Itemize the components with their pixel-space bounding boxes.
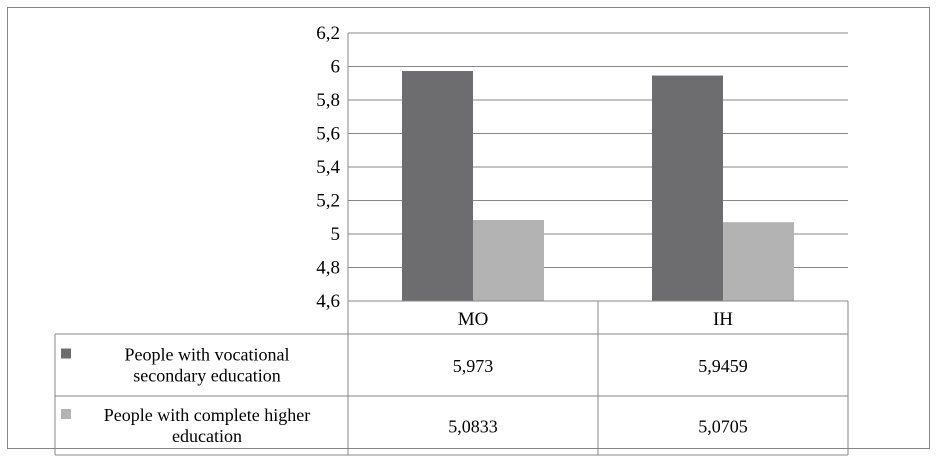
y-tick-label: 5	[331, 224, 341, 245]
y-tick-label: 5,2	[316, 191, 340, 212]
y-tick-label: 5,8	[316, 90, 340, 111]
legend-key-series-2	[61, 409, 71, 419]
y-tick-label: 4,6	[316, 291, 340, 312]
legend-key-series-1	[61, 348, 71, 359]
series-name-label: education	[172, 426, 242, 446]
bar-mo-series-2	[473, 220, 544, 301]
y-tick-label: 5,6	[316, 124, 340, 145]
x-category-label: MO	[458, 309, 489, 330]
series-name-label: People with vocational	[125, 345, 290, 365]
series-name-label: People with complete higher	[104, 405, 310, 425]
table-value-mo: 5,0833	[448, 417, 498, 437]
bar-ih-series-2	[723, 222, 794, 301]
y-tick-label: 5,4	[316, 157, 340, 178]
y-tick-label: 6,2	[316, 23, 340, 44]
bar-ih-series-1	[652, 75, 723, 301]
table-value-ih: 5,0705	[698, 417, 748, 437]
table-value-ih: 5,9459	[698, 356, 748, 376]
x-category-label: IH	[713, 309, 733, 330]
y-tick-label: 6	[331, 57, 341, 78]
series-name-label: secondary education	[133, 366, 280, 386]
bar-mo-series-1	[402, 71, 473, 302]
table-value-mo: 5,973	[453, 356, 494, 376]
y-tick-label: 4,8	[316, 258, 340, 279]
